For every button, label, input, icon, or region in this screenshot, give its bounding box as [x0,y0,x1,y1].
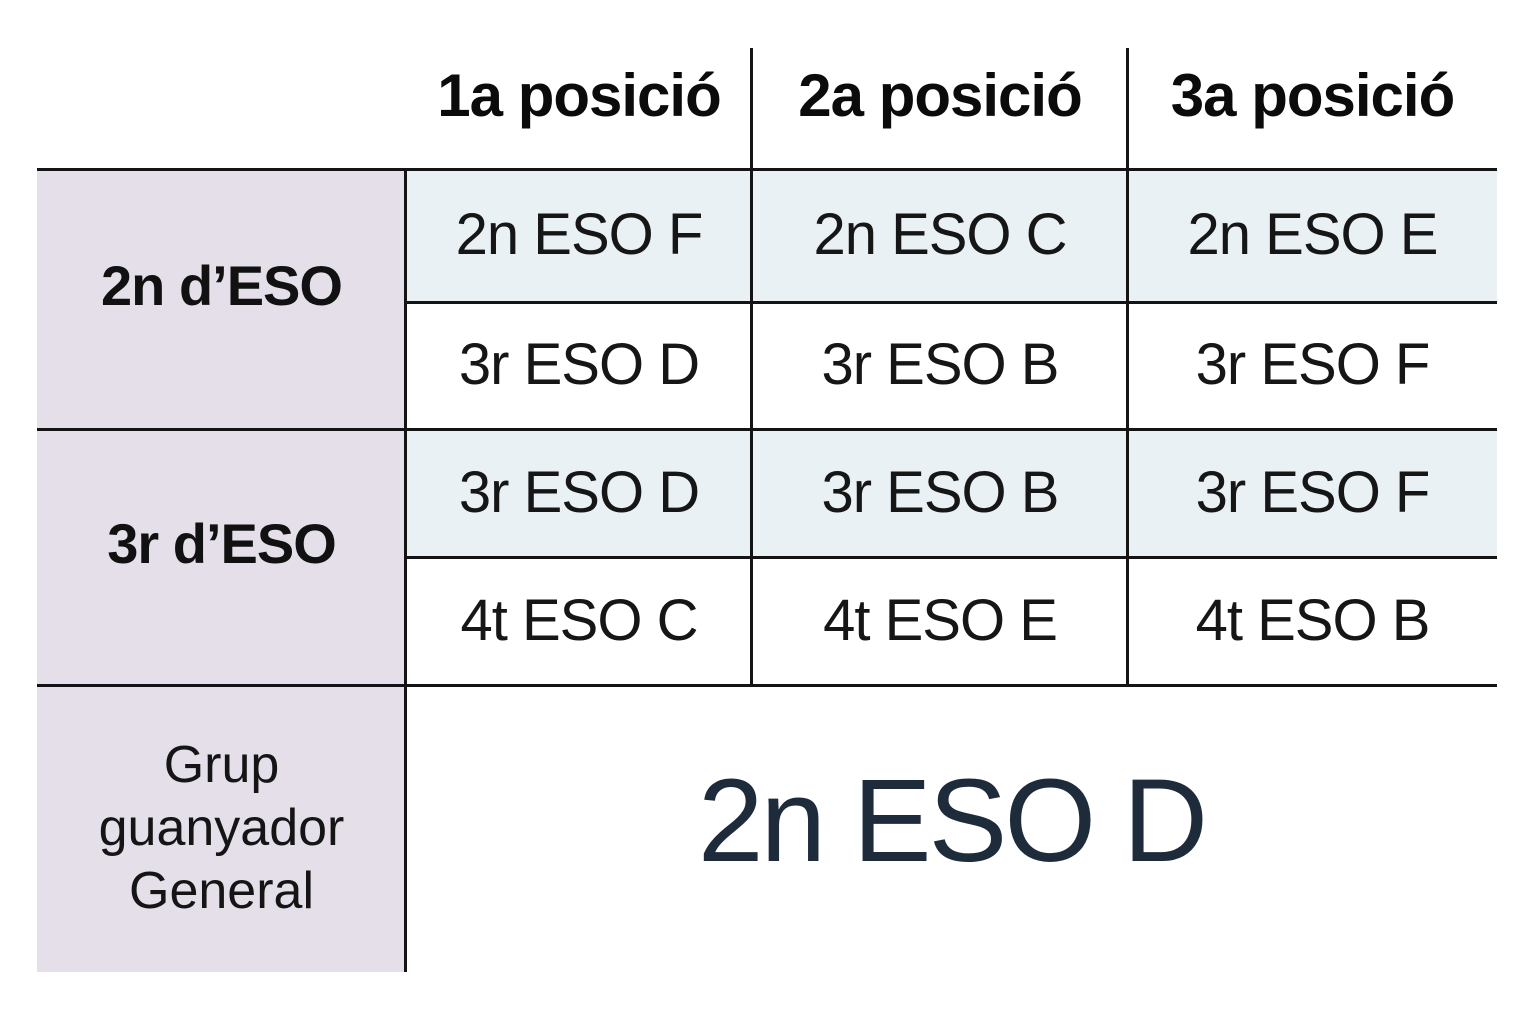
row-group-label-2n-deso: 2n d’ESO [37,168,406,428]
overall-winner-label-line-2: guanyador [98,798,345,857]
overall-winner-label: Grup guanyador General [37,684,406,972]
table-cell-g2r1c2: 3r ESO B [752,428,1128,556]
grid-line-vertical-col2-col3 [1126,48,1129,684]
column-header-2a-posicio: 2a posició [798,62,1082,129]
results-table: 1a posició 2a posició 3a posició 2n d’ES… [37,45,1497,972]
table-cell-g2r2c2: 4t ESO E [752,556,1128,684]
table-cell-g1r1c1: 2n ESO F [406,168,752,301]
table-cell-g1r1c2: 2n ESO C [752,168,1128,301]
table-cell-g2r2c1: 4t ESO C [406,556,752,684]
column-header-1a-posicio: 1a posició [437,62,721,129]
table-cell-g1r2c3: 3r ESO F [1128,301,1497,428]
grid-line-group-divider [37,428,1497,431]
table-cell-g2r2c3: 4t ESO B [1128,556,1497,684]
grid-line-group2-inner [406,556,1497,559]
table-cell-g1r1c3: 2n ESO E [1128,168,1497,301]
grid-line-vertical-labels [404,168,407,972]
row-group-label-3r-deso: 3r d’ESO [37,428,406,684]
grid-line-header-bottom [37,168,1497,171]
overall-winner-label-line-1: Grup [163,735,280,794]
table-cell-g1r2c1: 3r ESO D [406,301,752,428]
table-cell-g1r2c2: 3r ESO B [752,301,1128,428]
table-cell-g2r1c3: 3r ESO F [1128,428,1497,556]
column-header-3a-posicio: 3a posició [1170,62,1455,129]
grid-line-footer-top [37,684,1497,687]
grid-line-vertical-col1-col2 [750,48,753,684]
table-cell-g2r1c1: 3r ESO D [406,428,752,556]
overall-winner-label-line-3: General [129,861,314,920]
overall-winner-value: 2n ESO D [406,684,1497,972]
grid-line-group1-inner [406,301,1497,304]
